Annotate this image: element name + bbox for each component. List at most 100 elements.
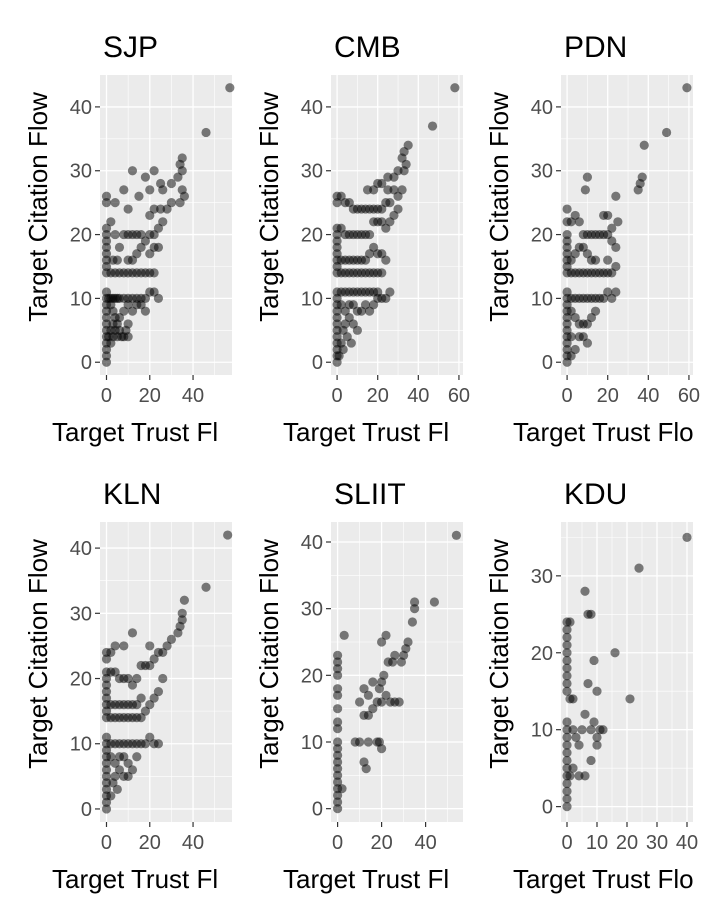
data-point [568,763,578,773]
data-point [368,677,378,687]
y-tick-label: 0 [81,799,92,821]
data-point [101,680,112,690]
x-axis-title: Target Trust Fl [283,864,449,894]
data-point [562,740,572,750]
data-point [586,609,596,619]
data-point [634,563,644,573]
data-point [101,693,112,703]
data-point [166,634,177,644]
data-point [369,217,379,227]
data-point [562,794,572,804]
data-point [145,185,155,195]
data-point [101,771,112,781]
x-tick-label: 40 [182,385,204,407]
data-point [599,210,609,221]
data-point [123,758,133,768]
data-point [101,242,112,252]
data-point [589,655,599,666]
data-point [201,127,211,138]
x-tick-label: 10 [586,832,608,854]
data-point [162,641,172,651]
data-point [344,198,354,208]
data-point [332,319,342,329]
y-tick-label: 10 [70,734,92,756]
panel-title: PDN [564,31,627,64]
x-tick-label: 0 [332,832,343,854]
data-point [574,217,584,227]
data-point [332,242,342,252]
y-axis-title: Target Citation Flow [484,92,514,322]
data-point [119,229,129,240]
data-point [580,586,590,596]
data-point [333,724,343,734]
data-point [149,166,159,176]
panel-title: SLIIT [334,478,406,511]
x-tick-label: 20 [139,385,161,407]
data-point [101,667,112,677]
data-point [153,686,164,697]
y-axis-title: Target Citation Flow [23,92,53,322]
data-point [132,752,142,762]
data-point [592,686,602,696]
panel-title: KDU [564,478,627,511]
data-point [562,625,572,635]
data-point [333,790,343,800]
y-tick-label: 40 [70,97,92,119]
data-point [127,680,138,690]
data-point [106,647,116,658]
data-point [381,630,391,640]
y-tick-label: 30 [70,161,92,183]
panel-cmb: 0 20 40 60 0 10 20 30 40 CMB Target Trust Fl Target… [254,31,470,447]
data-point [123,204,133,214]
data-point [359,710,369,720]
data-point [610,648,620,658]
data-point [332,236,342,246]
data-point [381,690,391,700]
x-tick-label: 0 [332,385,343,407]
y-tick-label: 20 [531,643,553,665]
data-point [110,758,120,768]
y-axis-title: Target Citation Flow [254,539,284,769]
data-point [225,83,235,93]
data-point [162,204,172,214]
data-point [101,673,112,684]
data-point [127,166,138,176]
data-point [175,198,185,208]
panel-kdu: 0 10 20 30 40 0 10 20 30 KDU Target Trust Flo Targe… [484,478,698,894]
data-point [562,655,572,666]
y-tick-label: 10 [70,288,92,310]
data-point [119,641,129,651]
data-points [101,83,235,367]
data-point [355,737,365,747]
data-point [134,191,144,201]
data-point [110,198,120,208]
data-point [149,268,159,278]
x-tick-label: 60 [448,385,470,407]
x-tick-label: 20 [597,385,619,407]
data-point [562,671,572,681]
data-point [363,690,373,700]
data-point [101,732,112,742]
data-point [153,647,164,658]
data-point [385,287,395,297]
panel-pdn: 0 20 40 60 0 10 20 30 40 PDN Target Trust Flo Targe… [484,31,700,447]
data-point [333,804,343,814]
data-point [114,765,125,775]
data-point [339,630,349,640]
data-point [340,319,350,329]
data-point [639,140,649,150]
data-point [590,306,601,316]
data-point [101,654,112,664]
panel-title: KLN [103,478,161,511]
data-point [450,83,460,93]
data-point [177,608,187,618]
data-point [333,777,343,787]
data-point [149,654,159,664]
data-point [101,745,112,755]
data-point [132,700,142,710]
data-point [337,784,347,794]
x-tick-label: 40 [414,832,436,854]
data-point [110,771,120,781]
data-point [155,204,166,214]
y-tick-label: 30 [301,161,323,183]
